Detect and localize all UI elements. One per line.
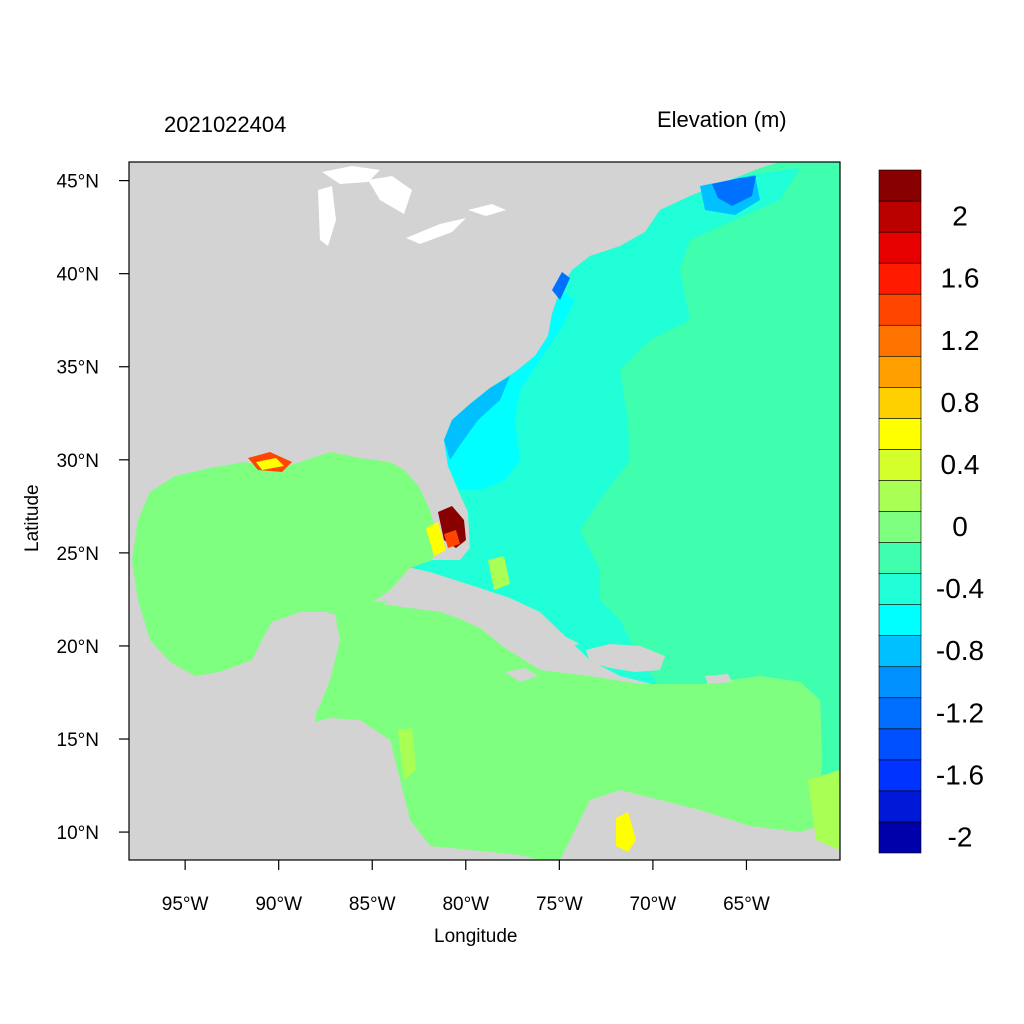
colorbar-swatch (878, 355, 922, 388)
colorbar-label: 0 (952, 511, 968, 542)
colorbar-label: 0.4 (941, 449, 980, 480)
lat-tick-label: 25°N (57, 544, 99, 565)
colorbar-label: -0.8 (936, 635, 984, 666)
colorbar-swatch (878, 759, 922, 792)
colorbar-swatch (878, 511, 922, 543)
lat-tick-label: 20°N (57, 637, 99, 658)
map-panel (129, 162, 840, 860)
colorbar-label: -2 (948, 821, 973, 852)
lon-tick-label: 75°W (536, 894, 583, 915)
chesapeake-low (552, 272, 570, 300)
lon-tick-label: 70°W (630, 894, 677, 915)
gulf-of-maine-lowest (712, 176, 756, 206)
colorbar-label: 1.2 (941, 325, 980, 356)
cuba (382, 590, 580, 648)
honduras-anomaly (398, 728, 416, 780)
central-america (129, 718, 430, 860)
colorbar-swatch (878, 728, 922, 761)
atlantic-ocean (404, 162, 840, 860)
colorbar-swatch (878, 573, 922, 605)
surge-florida-tip (444, 530, 460, 548)
colorbar-label: -1.6 (936, 759, 984, 790)
date-label: 2021022404 (164, 112, 287, 137)
lon-tick-label: 90°W (255, 894, 302, 915)
jamaica (505, 668, 538, 682)
coastal-low-band (444, 290, 575, 490)
colorbar-swatch (878, 697, 922, 730)
lat-tick-label: 45°N (57, 172, 99, 193)
lat-tick-label: 40°N (57, 265, 99, 286)
lon-tick-label: 95°W (162, 894, 209, 915)
lon-tick-label: 85°W (349, 894, 396, 915)
colorbar-swatch (878, 790, 922, 823)
colorbar-swatch (878, 387, 922, 419)
colorbar-swatch (878, 449, 922, 481)
hispaniola (586, 644, 665, 672)
lake-erie (406, 218, 466, 244)
colorbar-label: 2 (952, 201, 968, 232)
lat-tick-label: 30°N (57, 451, 99, 472)
lat-tick-label: 35°N (57, 358, 99, 379)
colorbar: 2 1.6 1.2 0.8 0.4 0 -0.4 -0.8 -1.2 -1.6 -2 (878, 169, 984, 854)
lake-michigan (318, 186, 336, 246)
colorbar-label: -0.4 (936, 573, 984, 604)
puerto-rico (705, 674, 732, 684)
colorbar-swatch (878, 635, 922, 668)
colorbar-swatch (878, 542, 922, 574)
lake-superior (322, 166, 380, 184)
caribbean-sea (310, 600, 822, 860)
maracaibo-anomaly (616, 812, 636, 852)
surge-louisiana-low (256, 458, 284, 470)
colorbar-swatch (878, 418, 922, 450)
lon-tick-label: 80°W (442, 894, 489, 915)
coastal-lower-band (444, 376, 510, 460)
east-caribbean-anomaly (808, 770, 840, 850)
map-frame (128, 161, 841, 861)
colorbar-label: 1.6 (941, 263, 980, 294)
colorbar-swatch (878, 480, 922, 512)
latitude-ticks: 45°N 40°N 35°N 30°N 25°N 20°N 15°N 10°N (57, 172, 129, 844)
colorbar-swatch (878, 324, 922, 357)
lake-ontario (468, 204, 506, 216)
lon-tick-label: 65°W (723, 894, 770, 915)
lake-huron (368, 176, 412, 214)
bahamas-anomaly (488, 556, 510, 590)
colorbar-swatch (878, 262, 922, 295)
colorbar-swatch (878, 604, 922, 636)
yucatan (252, 612, 340, 712)
gulf-of-mexico (132, 452, 440, 676)
colorbar-swatch (878, 231, 922, 264)
colorbar-swatch (878, 293, 922, 326)
longitude-ticks: 95°W 90°W 85°W 80°W 75°W 70°W 65°W (162, 860, 770, 915)
colorbar-swatch (878, 200, 922, 233)
lat-tick-label: 10°N (57, 823, 99, 844)
colorbar-label: -1.2 (936, 697, 984, 728)
colorbar-swatch (878, 666, 922, 699)
colorbar-swatch (878, 169, 922, 202)
lat-tick-label: 15°N (57, 730, 99, 751)
surge-west-florida (426, 522, 446, 556)
colorbar-label: 0.8 (941, 387, 980, 418)
x-axis-label: Longitude (434, 926, 518, 947)
variable-label: Elevation (m) (657, 107, 787, 132)
colorbar-swatch (878, 821, 922, 854)
